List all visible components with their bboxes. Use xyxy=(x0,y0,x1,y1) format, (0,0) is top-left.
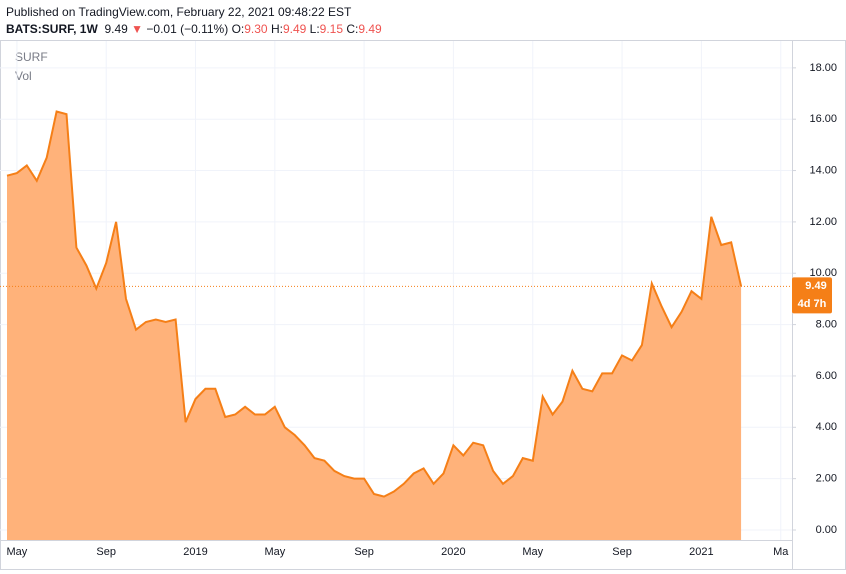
low: 9.15 xyxy=(319,22,344,36)
published-line: Published on TradingView.com, February 2… xyxy=(6,4,382,21)
price-line xyxy=(6,110,743,498)
y-tick-label: 0.00 xyxy=(816,524,837,536)
close: 9.49 xyxy=(358,22,382,36)
x-tick-label: 2021 xyxy=(689,546,713,558)
area xyxy=(7,111,742,540)
l-label: L: xyxy=(309,22,320,36)
c-label: C: xyxy=(346,22,359,36)
x-tick-label: May xyxy=(7,546,28,558)
quote-line: BATS:SURF, 1W 9.49 ▼ −0.01 (−0.11%) O:9.… xyxy=(6,21,382,38)
y-tick-label: 2.00 xyxy=(816,473,837,485)
header: Published on TradingView.com, February 2… xyxy=(6,4,382,38)
x-tick-label: Sep xyxy=(354,546,374,558)
x-tick-label: 2020 xyxy=(441,546,465,558)
x-tick-label: May xyxy=(264,546,285,558)
legend-volume: Vol xyxy=(15,69,32,83)
countdown: 4d 7h xyxy=(798,298,827,310)
y-tick-label: 10.00 xyxy=(809,267,837,279)
y-tick-label: 18.00 xyxy=(809,62,837,74)
arrow: ▼ xyxy=(131,22,144,36)
last-price-label: 9.49 xyxy=(805,280,826,292)
y-tick-label: 4.00 xyxy=(816,421,837,433)
price: 9.49 xyxy=(104,22,128,36)
x-tick-label: Sep xyxy=(96,546,116,558)
legend-symbol: SURF xyxy=(15,50,48,64)
x-tick-label: Ma xyxy=(773,546,789,558)
high: 9.49 xyxy=(282,22,307,36)
y-tick-label: 14.00 xyxy=(809,164,837,176)
o-label: O: xyxy=(231,22,245,36)
open: 9.30 xyxy=(244,22,268,36)
y-tick-label: 16.00 xyxy=(809,113,837,125)
y-tick-label: 12.00 xyxy=(809,216,837,228)
y-tick-label: 8.00 xyxy=(816,318,837,330)
x-tick-label: 2019 xyxy=(183,546,207,558)
x-tick-label: Sep xyxy=(612,546,632,558)
x-tick-label: May xyxy=(522,546,543,558)
y-tick-label: 6.00 xyxy=(816,370,837,382)
symbol: BATS:SURF, 1W xyxy=(6,22,98,36)
change: −0.01 (−0.11%) xyxy=(146,22,229,36)
h-label: H: xyxy=(270,22,283,36)
published: Published on TradingView.com, February 2… xyxy=(6,5,352,19)
last-price-box xyxy=(792,277,832,314)
